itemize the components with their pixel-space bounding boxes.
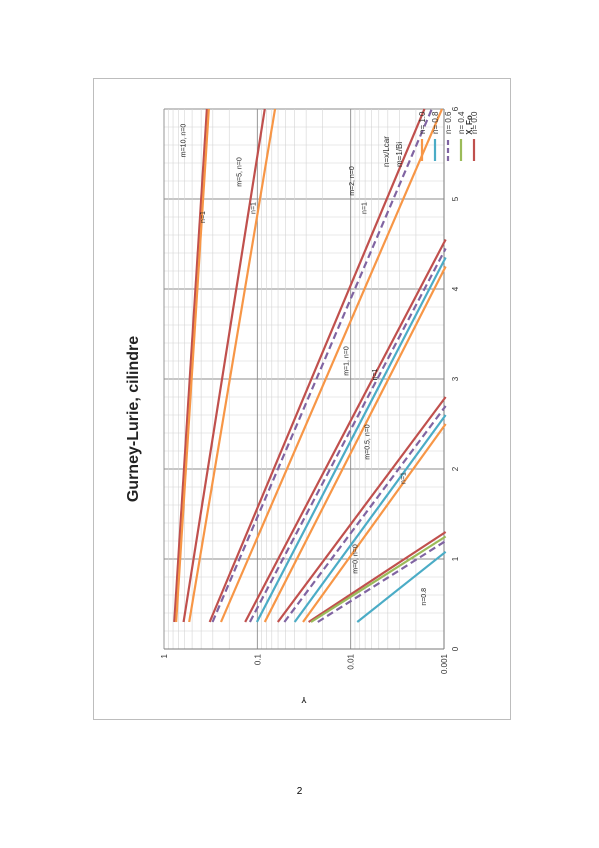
series-line-m-0-5-7 xyxy=(302,423,447,623)
curve-annotation: m=0.5, n=0 xyxy=(364,424,371,460)
series-line-m-0-0 xyxy=(308,531,447,623)
y-tick-label: 1 xyxy=(160,653,169,658)
legend-note: m=1/Bi xyxy=(395,142,404,167)
series-line-m-2-12 xyxy=(208,108,426,623)
series-line-m-10-17 xyxy=(173,108,208,623)
legend-note: n=x/Lcar xyxy=(382,136,391,167)
series-line-m-1-8 xyxy=(244,238,447,623)
chart-frame: 0 1 2 3 4 5 6 1 0.1 0.01 0.001 X, Fo Y Gurney-Lurie, … xyxy=(93,78,511,720)
legend-label: n= 0.8 xyxy=(431,111,440,134)
series-line-m-0-5-6 xyxy=(293,414,447,623)
legend-label: n= 0.0 xyxy=(470,111,479,134)
series-line-m-0-5-4 xyxy=(276,396,447,623)
x-tick-label: 3 xyxy=(451,376,460,381)
legend-label: n= 0.4 xyxy=(457,111,466,134)
curve-annotation: m=0, n=0 xyxy=(353,544,360,574)
x-tick-label: 5 xyxy=(451,196,460,201)
chart-title: Gurney-Lurie, cilindre xyxy=(125,336,142,502)
chart-svg: 0 1 2 3 4 5 6 1 0.1 0.01 0.001 X, Fo Y Gurney-Lurie, … xyxy=(125,106,479,704)
curve-annotation: n=1 xyxy=(200,211,207,223)
x-tick-label: 2 xyxy=(451,466,460,471)
curve-annotation: n=1 xyxy=(400,472,407,484)
curve-annotation: n=1 xyxy=(361,202,368,214)
series-line-m-5-15 xyxy=(182,108,266,623)
series-line-m-10-18 xyxy=(175,108,210,623)
x-tick-label: 4 xyxy=(451,286,460,291)
page-number: 2 xyxy=(296,786,303,797)
curve-annotation: n=0.8 xyxy=(421,588,428,606)
y-tick-label: 0.01 xyxy=(347,653,356,669)
series-line-m-2-13 xyxy=(211,108,433,623)
series-line-m-1-11 xyxy=(263,266,447,623)
curve-annotation: n=1 xyxy=(372,368,379,380)
x-axis-label: X, Fo xyxy=(465,115,474,135)
x-tick-label: 1 xyxy=(451,556,460,561)
legend-label: n= 1.0 xyxy=(418,111,427,134)
series-line-m-1-10 xyxy=(255,256,447,623)
series-line-m-0-5-5 xyxy=(283,405,447,623)
series-line-m-0-1 xyxy=(310,535,447,623)
series-line-m-2-14 xyxy=(219,108,444,623)
curve-annotation: n=1 xyxy=(250,202,257,214)
series-line-m-0-2 xyxy=(317,540,447,623)
x-tick-label: 6 xyxy=(451,106,460,111)
series-line-m-0-3 xyxy=(356,550,447,623)
y-axis-label: Y xyxy=(301,695,307,704)
y-tick-label: 0.001 xyxy=(440,653,449,674)
curve-annotation: m=1, n=0 xyxy=(344,346,351,376)
curve-annotation: m=10, n=0 xyxy=(181,124,188,158)
legend-label: n= 0.6 xyxy=(444,111,453,134)
x-tick-label: 0 xyxy=(451,646,460,651)
series-line-m-5-16 xyxy=(188,108,277,623)
series-line-m-1-9 xyxy=(248,247,447,623)
curve-annotation: m=2, n=0 xyxy=(349,166,356,196)
curve-annotation: m=5, n=0 xyxy=(236,157,243,187)
y-tick-label: 0.1 xyxy=(253,653,262,665)
